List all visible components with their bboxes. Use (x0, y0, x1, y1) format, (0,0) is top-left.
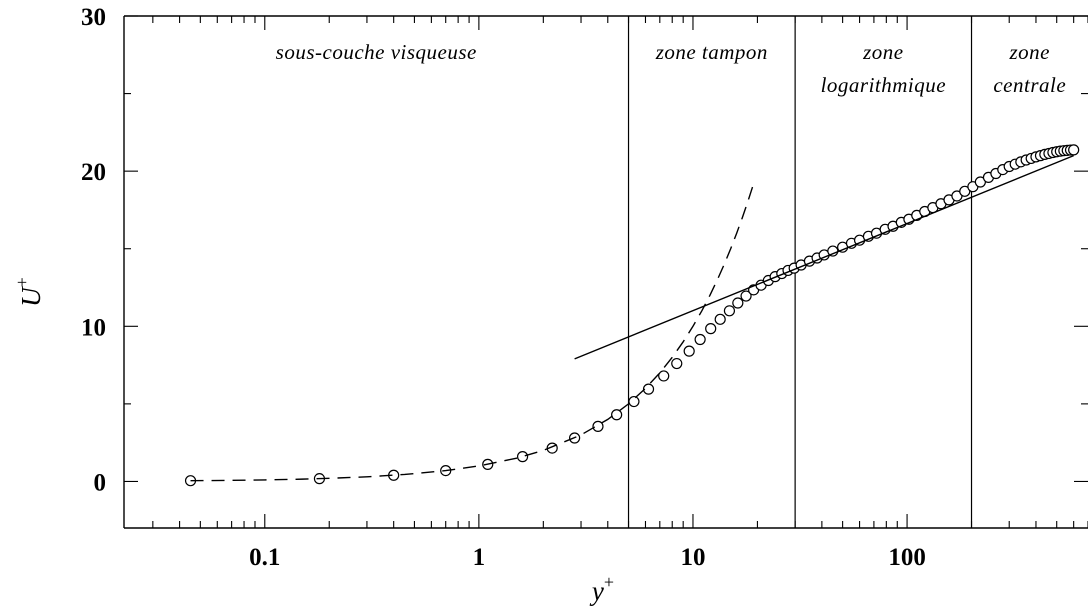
axis-ticks: 0.1 1 10 100 0 10 20 30 (81, 4, 1088, 571)
zone-label-4: centrale (993, 73, 1066, 97)
log-law-line (574, 154, 1074, 360)
data-point (516, 451, 529, 463)
x-axis-title: y+ (589, 572, 614, 606)
data-point (714, 313, 726, 325)
data-point (959, 185, 971, 197)
data-point (694, 333, 706, 346)
data-point (723, 305, 736, 317)
data-point (683, 345, 695, 357)
plot-background (124, 16, 1088, 528)
data-point (611, 409, 623, 421)
zone-label-4: zone (1009, 40, 1051, 64)
y-axis-title-main: U (16, 286, 46, 307)
data-point (732, 297, 744, 309)
x-tick-label: 0.1 (249, 544, 280, 571)
data-point (740, 290, 752, 302)
plot-area (124, 16, 1088, 528)
zone-labels: sous-couche visqueuse zone tampon zone loga… (276, 40, 1066, 97)
data-point (671, 357, 683, 370)
data-point (628, 395, 640, 408)
data-point (658, 370, 670, 382)
y-tick-label: 20 (81, 159, 106, 186)
data-point (705, 323, 717, 335)
series-layer (184, 144, 1080, 487)
y-axis-title-sup: + (12, 277, 32, 287)
x-tick-label: 100 (888, 544, 926, 571)
zone-label-3: logarithmique (821, 73, 947, 97)
x-axis-title-sup: + (604, 572, 614, 592)
y-tick-label: 0 (94, 469, 107, 496)
y-tick-label: 30 (81, 4, 106, 31)
viscous-sublayer-law-curve (190, 183, 755, 482)
axes-frame (123, 15, 1088, 529)
y-axis-title: U+ (12, 277, 46, 307)
zone-label-2: zone tampon (655, 40, 768, 64)
y-tick-label: 10 (81, 314, 106, 341)
x-axis-title-main: y (589, 576, 604, 606)
data-point (642, 383, 655, 395)
zone-label-3: zone (862, 40, 904, 64)
x-tick-label: 1 (473, 544, 486, 571)
x-tick-label: 10 (680, 544, 705, 571)
data-point (1068, 144, 1080, 156)
data-point (592, 420, 604, 432)
zone-label-1: sous-couche visqueuse (276, 40, 477, 64)
